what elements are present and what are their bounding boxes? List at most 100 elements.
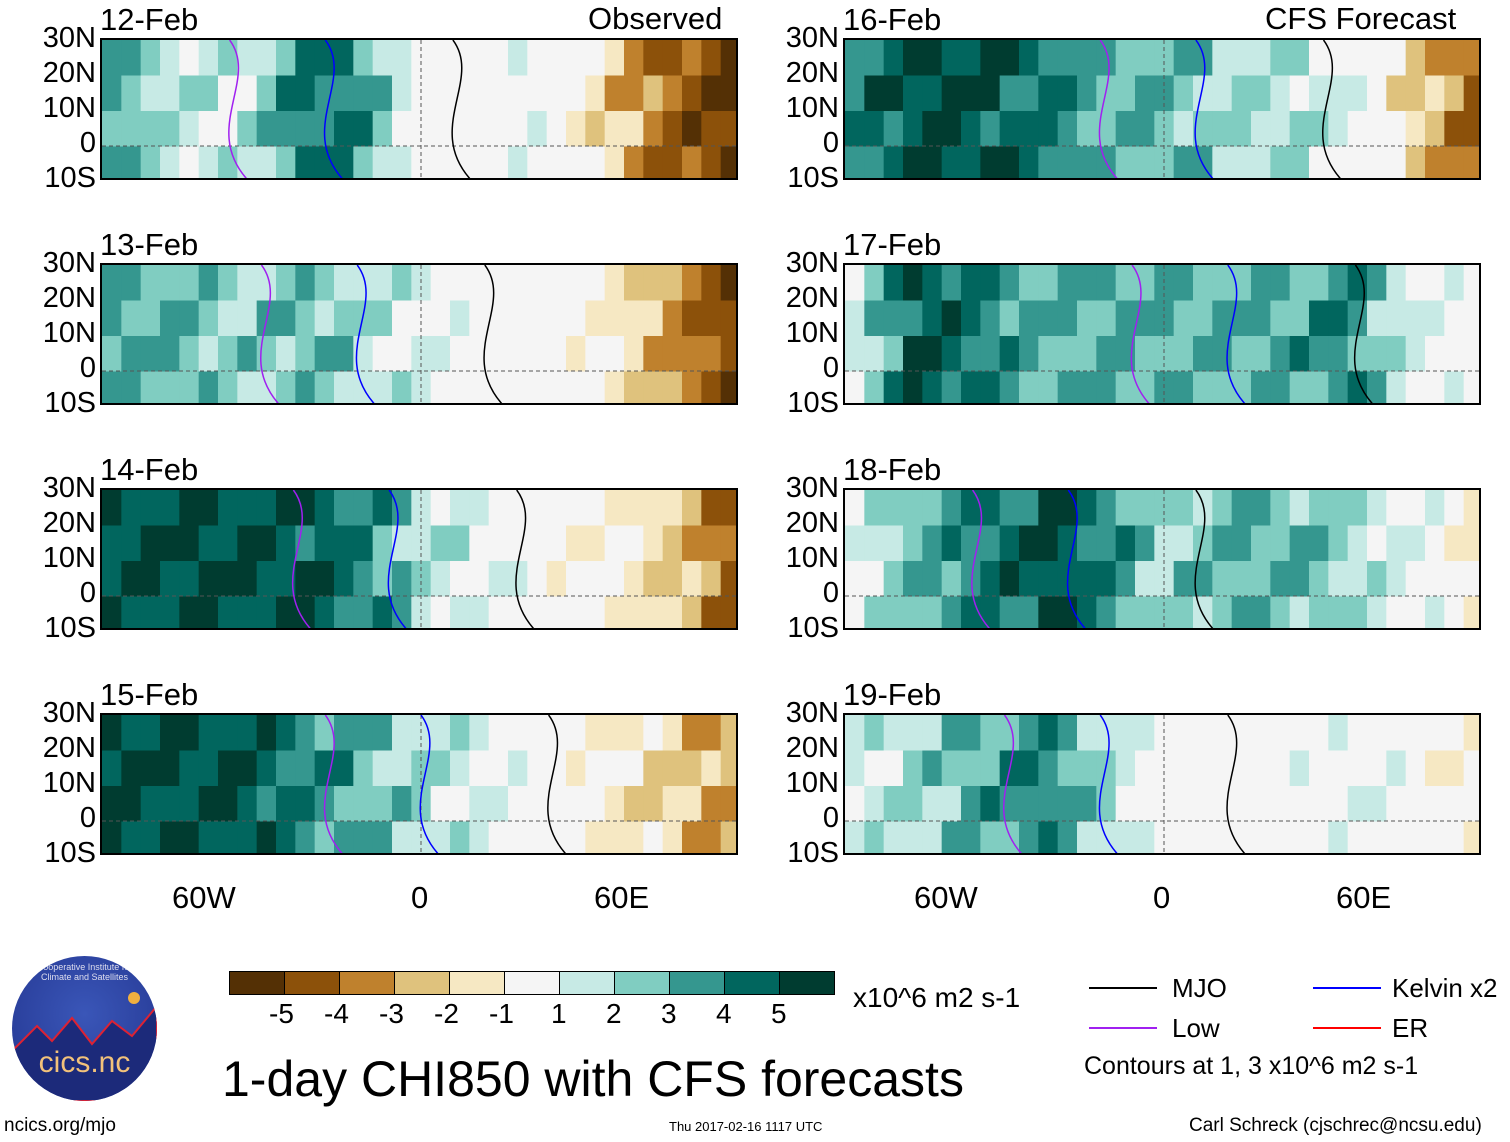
field-cell bbox=[1057, 750, 1078, 787]
panel-date: 16-Feb bbox=[843, 2, 942, 37]
field-cell bbox=[1154, 40, 1175, 77]
field-cell bbox=[218, 336, 239, 373]
lat-tick: 20N bbox=[785, 732, 839, 764]
lat-tick: 30N bbox=[42, 697, 96, 729]
field-cell bbox=[1309, 561, 1330, 598]
field-cell bbox=[276, 786, 297, 823]
field-cell bbox=[1444, 561, 1465, 598]
field-cell bbox=[1173, 561, 1194, 598]
lat-tick: 10S bbox=[787, 837, 839, 869]
field-cell bbox=[1270, 821, 1291, 853]
colorbar-swatch bbox=[340, 972, 395, 994]
field-cell bbox=[295, 300, 316, 337]
field-cell bbox=[941, 490, 962, 527]
field-cell bbox=[295, 786, 316, 823]
field-cell bbox=[276, 596, 297, 628]
field-cell bbox=[295, 750, 316, 787]
field-cell bbox=[1289, 75, 1310, 112]
mjo-contour bbox=[483, 265, 503, 403]
field-cell bbox=[1231, 146, 1252, 178]
field-cell bbox=[682, 371, 703, 403]
mjo-contour bbox=[1322, 40, 1342, 178]
field-cell bbox=[276, 300, 297, 337]
field-cell bbox=[922, 111, 943, 148]
field-cell bbox=[1444, 715, 1465, 752]
field-cell bbox=[198, 146, 219, 178]
field-cell bbox=[1077, 715, 1098, 752]
kelvin-contour bbox=[419, 715, 439, 853]
field-cell bbox=[922, 146, 943, 178]
figure-title: 1-day CHI850 with CFS forecasts bbox=[222, 1051, 964, 1107]
field-cell bbox=[1405, 146, 1426, 178]
field-cell bbox=[585, 821, 606, 853]
field-cell bbox=[566, 146, 587, 178]
field-cell bbox=[140, 525, 161, 562]
field-cell bbox=[643, 786, 664, 823]
field-cell bbox=[585, 146, 606, 178]
field-cell bbox=[1309, 525, 1330, 562]
field-cell bbox=[179, 111, 200, 148]
field-cell bbox=[488, 265, 509, 302]
field-cell bbox=[883, 750, 904, 787]
field-cell bbox=[1425, 525, 1446, 562]
field-cell bbox=[334, 371, 355, 403]
field-cell bbox=[353, 336, 374, 373]
lat-tick: 20N bbox=[42, 507, 96, 539]
lon-tick: 60W bbox=[172, 880, 236, 915]
field-cell bbox=[980, 371, 1001, 403]
lon-tick: 0 bbox=[411, 880, 429, 915]
field-cell bbox=[585, 40, 606, 77]
legend-kelvin: Kelvin x2 bbox=[1392, 973, 1498, 1003]
field-cell bbox=[1251, 371, 1272, 403]
field-cell bbox=[508, 821, 529, 853]
field-cell bbox=[372, 75, 393, 112]
field-cell bbox=[508, 265, 529, 302]
field-cell bbox=[624, 561, 645, 598]
field-cell bbox=[1115, 75, 1136, 112]
field-cell bbox=[845, 371, 866, 403]
field-cell bbox=[604, 336, 625, 373]
field-cell bbox=[1328, 821, 1349, 853]
field-cell bbox=[1193, 821, 1214, 853]
lat-tick: 0 bbox=[79, 802, 96, 834]
field-cell bbox=[411, 265, 432, 302]
field-cell bbox=[102, 715, 123, 752]
field-cell bbox=[643, 596, 664, 628]
field-cell bbox=[488, 40, 509, 77]
field-cell bbox=[1309, 786, 1330, 823]
field-cell bbox=[662, 786, 683, 823]
field-cell bbox=[1154, 525, 1175, 562]
field-cell bbox=[295, 265, 316, 302]
field-cell bbox=[999, 336, 1020, 373]
field-cell bbox=[903, 300, 924, 337]
field-cell bbox=[218, 40, 239, 77]
low-contour bbox=[228, 40, 248, 178]
field-cell bbox=[1405, 40, 1426, 77]
footer-url[interactable]: ncics.org/mjo bbox=[4, 1115, 116, 1136]
field-cell bbox=[1289, 715, 1310, 752]
field-cell bbox=[922, 490, 943, 527]
field-cell bbox=[334, 715, 355, 752]
field-cell bbox=[662, 146, 683, 178]
field-cell bbox=[941, 371, 962, 403]
field-cell bbox=[218, 490, 239, 527]
field-cell bbox=[1193, 336, 1214, 373]
field-cell bbox=[585, 750, 606, 787]
field-cell bbox=[883, 265, 904, 302]
field-cell bbox=[1444, 265, 1465, 302]
legend-er: ER bbox=[1392, 1013, 1429, 1043]
field-cell bbox=[624, 111, 645, 148]
field-cell bbox=[922, 265, 943, 302]
field-cell bbox=[1193, 371, 1214, 403]
field-cell bbox=[1057, 525, 1078, 562]
field-cell bbox=[160, 336, 181, 373]
field-cell bbox=[353, 596, 374, 628]
field-cell bbox=[295, 75, 316, 112]
field-cell bbox=[1154, 146, 1175, 178]
field-cell bbox=[1328, 750, 1349, 787]
field-cell bbox=[1135, 146, 1156, 178]
field-cell bbox=[546, 300, 567, 337]
field-cell bbox=[941, 821, 962, 853]
field-cell bbox=[392, 786, 413, 823]
mjo-contour bbox=[547, 715, 567, 853]
